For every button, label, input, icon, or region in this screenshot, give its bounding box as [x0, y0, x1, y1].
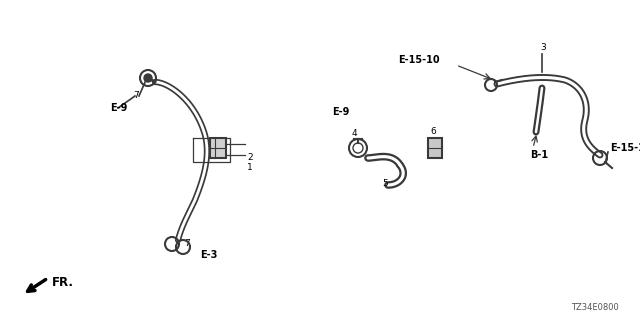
Text: TZ34E0800: TZ34E0800 [571, 303, 619, 312]
Text: 4: 4 [352, 129, 358, 138]
Text: E-3: E-3 [200, 250, 218, 260]
Text: B-1: B-1 [530, 150, 548, 160]
Bar [428, 138, 442, 158]
Text: 3: 3 [540, 44, 546, 52]
FancyBboxPatch shape [210, 138, 226, 158]
Text: E-9: E-9 [332, 107, 349, 117]
Circle shape [144, 74, 152, 82]
Text: 1: 1 [247, 164, 253, 172]
Text: E-15-10: E-15-10 [398, 55, 440, 65]
Text: 6: 6 [430, 127, 436, 137]
Text: 5: 5 [382, 179, 388, 188]
Text: E-15-10: E-15-10 [610, 143, 640, 153]
Text: 7: 7 [184, 238, 189, 247]
Text: FR.: FR. [52, 276, 74, 290]
Text: 7: 7 [133, 91, 139, 100]
Text: 2: 2 [247, 153, 253, 162]
Text: E-9: E-9 [110, 103, 127, 113]
